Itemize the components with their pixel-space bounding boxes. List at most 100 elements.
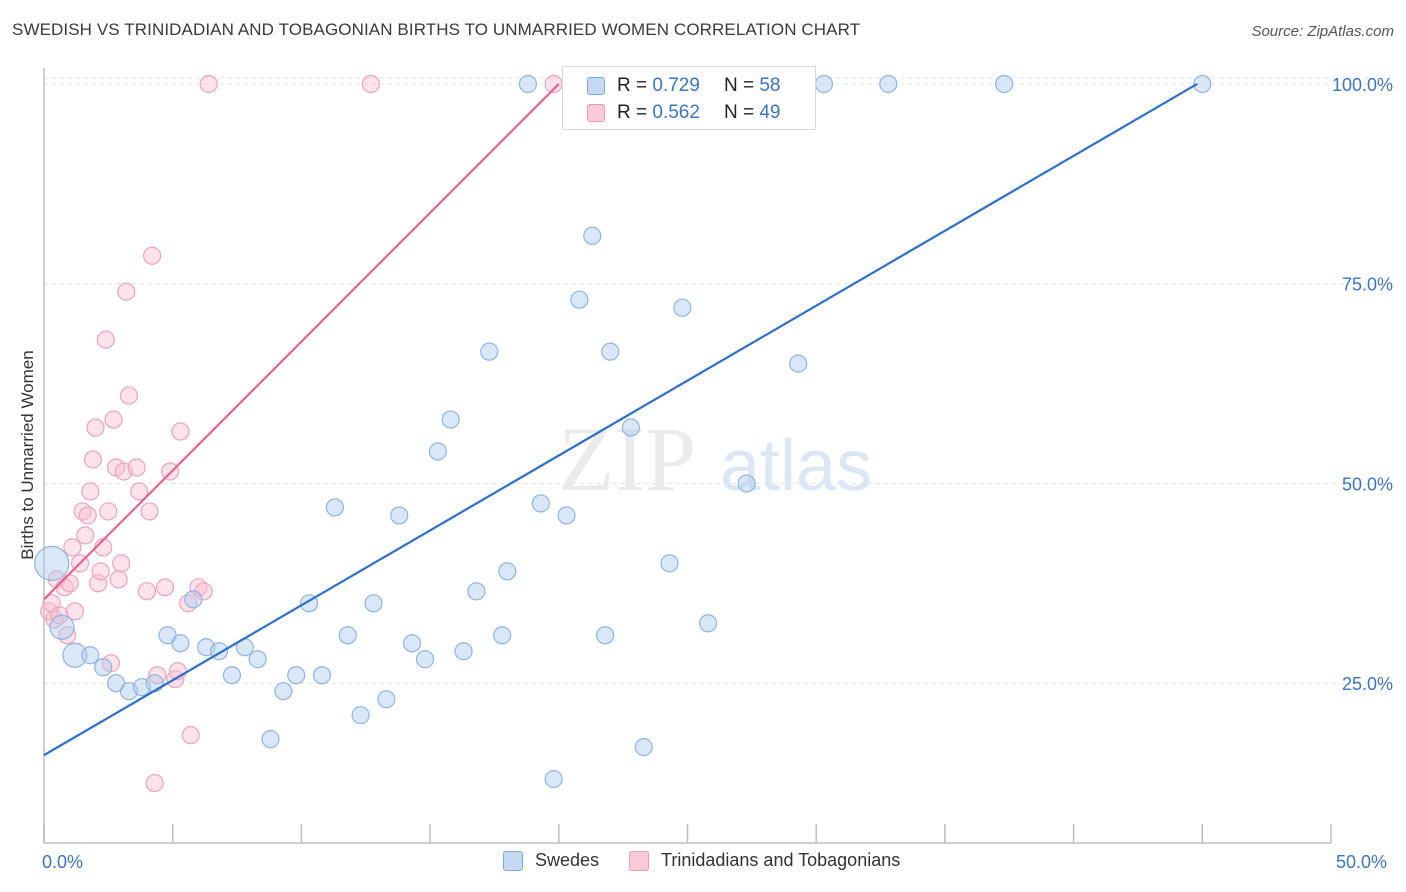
trinidad-point [88, 574, 108, 593]
swedes-point [248, 650, 267, 669]
trinidad-point [99, 502, 118, 521]
swedes-point [621, 418, 640, 437]
trinidad-point [91, 562, 110, 581]
stats-row-swedes: R = 0.729 N = 58 [587, 73, 780, 99]
swedes-point [634, 738, 653, 757]
swedes-point [583, 226, 602, 245]
swedes-point [557, 506, 576, 525]
trinidad-point [81, 482, 100, 501]
swedes-points [34, 74, 1212, 789]
swedes-point [106, 674, 126, 693]
swedes-point [312, 666, 332, 685]
chart-title: SWEDISH VS TRINIDADIAN AND TOBAGONIAN BI… [12, 20, 861, 39]
trinidad-r-value: 0.562 [652, 102, 700, 123]
trinidad-trend-line [43, 83, 560, 601]
swedes-point [351, 706, 370, 725]
swedes-point [377, 690, 396, 709]
swedes-point [428, 442, 447, 461]
y-tick-label: 50.0% [1342, 474, 1393, 494]
swedes-point [364, 594, 383, 613]
swedes-point [81, 646, 100, 665]
trinidad-point [140, 502, 159, 521]
trinidad-point [86, 418, 105, 437]
swedes-point [94, 658, 113, 677]
swedes-point [1193, 74, 1212, 94]
swedes-point [34, 545, 70, 581]
swedes-point [814, 74, 834, 94]
grid [43, 77, 1393, 843]
trinidad-point [78, 506, 97, 525]
swedes-point [274, 682, 293, 701]
swedes-point [531, 494, 550, 513]
swedes-point [995, 74, 1014, 94]
swedes-point [338, 626, 357, 645]
swedes-point [660, 554, 679, 573]
swedes-point [287, 666, 306, 685]
swedes-point [698, 614, 718, 633]
y-tick-label: 25.0% [1342, 674, 1393, 694]
y-axis-label: Births to Unmarried Women [18, 350, 37, 560]
swedes-point [62, 642, 88, 668]
swedes-point [158, 626, 177, 645]
swedes-point [402, 634, 422, 653]
watermark-zip: ZIP [558, 408, 696, 510]
trinidad-point [127, 458, 146, 477]
trinidad-point [130, 482, 149, 501]
trinidad-n-value: 49 [759, 102, 781, 123]
legend-item-swedes[interactable]: Swedes [503, 850, 599, 871]
y-tick-label: 75.0% [1342, 275, 1393, 295]
swedes-n-value: 58 [759, 75, 781, 96]
swedes-n-label: N = [723, 75, 755, 96]
axes [43, 68, 1331, 844]
swedes-point [596, 626, 615, 645]
swedes-point [480, 342, 499, 361]
swedes-point [737, 474, 756, 493]
swedes-point [171, 634, 190, 653]
trinidad-point [109, 570, 128, 589]
x-tick-label-max: 50.0% [1336, 852, 1388, 872]
swedes-r-value: 0.729 [652, 75, 700, 96]
trinidad-n-label: N = [723, 102, 755, 123]
swedes-point [390, 506, 409, 525]
trinidad-point [181, 726, 200, 745]
swedes-point [415, 650, 435, 669]
y-tick-label: 100.0% [1332, 75, 1393, 95]
legend-label-trinidad: Trinidadians and Tobagonians [661, 850, 901, 870]
trinidad-r-label: R = [617, 102, 648, 123]
legend-label-swedes: Swedes [535, 850, 600, 870]
trinidad-point [76, 526, 95, 545]
y-tick-labels: 25.0% 50.0% 75.0% 100.0% [1332, 75, 1393, 694]
legend-item-trinidad[interactable]: Trinidadians and Tobagonians [629, 850, 900, 871]
trinidad-point [112, 554, 131, 573]
swedes-point [325, 498, 344, 517]
trinidad-point [96, 330, 115, 349]
trinidad-point [63, 538, 82, 557]
trinidad-point [104, 410, 123, 429]
swedes-r-label: R = [617, 75, 648, 96]
swedes-point [673, 298, 692, 317]
watermark-atlas: atlas [720, 426, 872, 506]
source-label: Source: ZipAtlas.com [1251, 23, 1394, 40]
legend-swatch-swedes [503, 850, 523, 871]
trinidad-point [137, 582, 157, 601]
swedes-point [601, 342, 620, 361]
x-tick-label-min: 0.0% [42, 852, 84, 872]
swedes-point [441, 410, 460, 429]
swedes-point [49, 614, 75, 640]
trinidad-point [60, 574, 79, 593]
trinidad-point [143, 246, 162, 265]
trinidad-point [361, 74, 380, 94]
swedes-point [454, 642, 473, 661]
trend-lines [43, 83, 1198, 757]
swedes-trend-line [43, 83, 1198, 757]
trinidad-point [171, 422, 190, 441]
stats-box: R = 0.729 N = 58 R = 0.562 N = 49 [562, 66, 816, 130]
swedes-point [544, 769, 563, 789]
trinidad-point [65, 602, 84, 621]
trinidad-points [40, 74, 563, 793]
trinidad-swatch [587, 104, 605, 122]
swedes-point [145, 674, 164, 693]
trinidad-point [145, 773, 164, 793]
legend-swatch-trinidad [629, 850, 650, 871]
